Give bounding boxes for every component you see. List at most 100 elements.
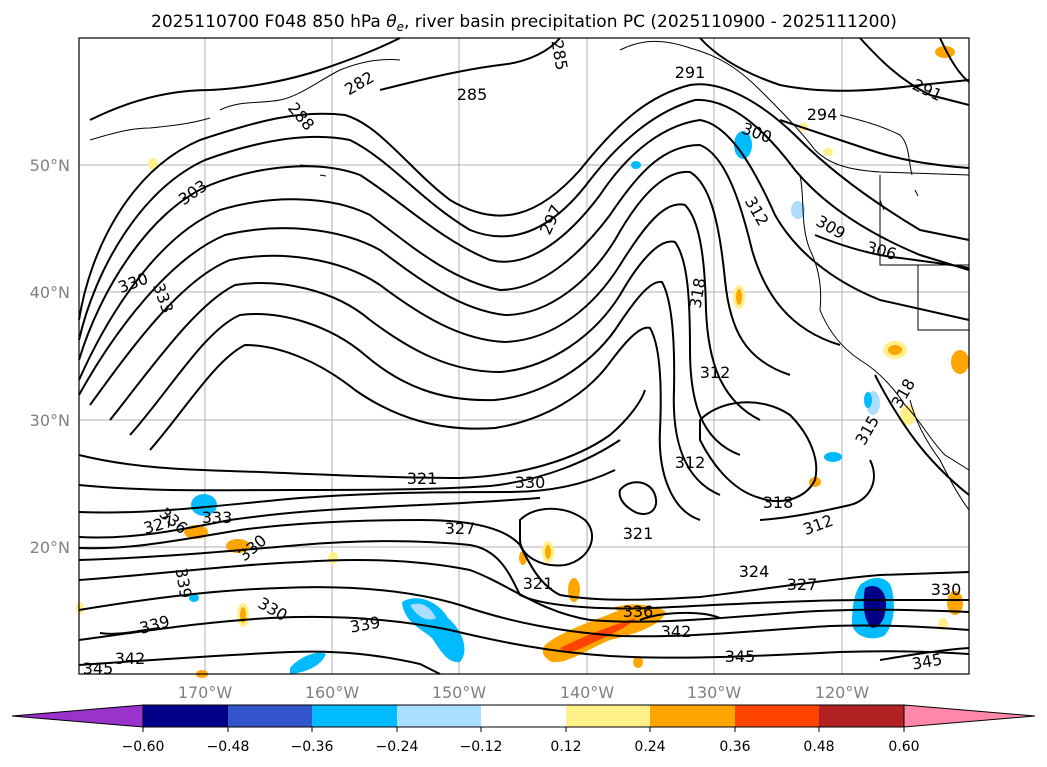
contour-line	[618, 481, 658, 515]
contour-label: 345	[83, 659, 114, 678]
lon-label: 150°W	[432, 683, 487, 702]
theta-e-contours	[78, 37, 970, 675]
precip-patch	[631, 161, 641, 169]
contour-label: 321	[407, 469, 438, 488]
lat-label: 20°N	[30, 538, 70, 557]
lat-label: 30°N	[30, 411, 70, 430]
map-background	[79, 38, 969, 674]
contour-line	[78, 118, 970, 361]
contour-line	[78, 469, 616, 514]
precip-patch	[935, 46, 955, 58]
contour-label: 291	[675, 63, 706, 82]
precip-patch	[76, 602, 84, 614]
colorbar-frame	[142, 704, 905, 728]
coastline	[909, 399, 970, 511]
contour-line	[149, 326, 701, 521]
precip-patch	[191, 494, 217, 516]
colorbar-tick-label: −0.48	[207, 739, 250, 755]
precip-patch	[947, 591, 963, 615]
contour-label: 330	[931, 580, 962, 599]
precip-patch	[864, 392, 872, 408]
colorbar-under-triangle	[11, 704, 144, 728]
colorbar-segment	[819, 705, 904, 727]
lat-label: 50°N	[30, 156, 70, 175]
contour-line	[759, 459, 875, 521]
longitude-labels: 170°W 160°W 150°W 140°W 130°W 120°W	[178, 683, 870, 702]
lon-label: 130°W	[687, 683, 742, 702]
lat-label: 40°N	[30, 283, 70, 302]
contour-line	[78, 559, 970, 623]
precip-patch	[734, 131, 752, 159]
precip-patch	[736, 289, 742, 305]
colorbar-tick-label: −0.12	[460, 739, 503, 755]
precip-patch	[938, 618, 948, 630]
precip-patch	[328, 552, 338, 564]
colorbar-segment	[228, 705, 312, 727]
contour-line	[78, 586, 970, 638]
coastline	[219, 59, 401, 111]
precip-patch	[545, 545, 551, 559]
contour-line	[109, 240, 741, 456]
contour-line	[99, 627, 161, 635]
border	[917, 265, 969, 331]
contour-line	[78, 540, 969, 610]
contour-label: 318	[763, 493, 794, 512]
contour-line	[78, 143, 841, 381]
colorbar-segment	[312, 705, 397, 727]
contour-line	[78, 615, 970, 659]
coastline	[799, 174, 970, 471]
border	[839, 114, 913, 176]
contour-line	[78, 98, 970, 341]
colorbar-segment	[397, 705, 481, 727]
coastline	[89, 117, 211, 141]
contour-line	[78, 389, 646, 480]
colorbar-tick-label: 0.60	[888, 739, 919, 755]
contour-label: 345	[725, 647, 756, 666]
contour-line	[519, 507, 594, 567]
contour-line	[78, 650, 441, 675]
colorbar-tick-label: −0.24	[376, 739, 419, 755]
contour-line	[939, 37, 970, 83]
contour-label: 321	[623, 524, 654, 543]
contour-line	[78, 497, 541, 539]
lon-label: 160°W	[305, 683, 360, 702]
colorbar-tick-label: 0.12	[550, 739, 581, 755]
contour-label: 330	[515, 473, 546, 492]
colorbar: −0.60 −0.48 −0.36 −0.24 −0.12 0.12 0.24 …	[11, 704, 1036, 755]
contour-label: 333	[202, 508, 233, 527]
contour-label: 294	[807, 105, 838, 124]
contour-line	[78, 83, 970, 321]
lon-label: 170°W	[178, 683, 233, 702]
precip-patch	[633, 656, 643, 668]
latitude-labels: 50°N 40°N 30°N 20°N	[30, 156, 70, 557]
contour-line	[874, 374, 970, 496]
colorbar-over-triangle	[903, 704, 1036, 728]
contour-line	[814, 234, 970, 269]
contour-labels: 285 285 282 288 291 291 294 300 303 297 …	[83, 38, 962, 678]
lon-label: 140°W	[560, 683, 615, 702]
precip-patch	[290, 652, 326, 674]
contour-line	[639, 611, 721, 621]
contour-line	[78, 439, 621, 492]
contour-line	[859, 37, 970, 106]
contour-label: 285	[457, 85, 488, 104]
contour-line	[379, 37, 561, 91]
colorbar-tick-label: 0.48	[803, 739, 834, 755]
figure-title: 2025110700 F048 850 hPa θe, river basin …	[151, 12, 897, 34]
lon-label: 120°W	[815, 683, 870, 702]
coastline	[619, 40, 970, 176]
precip-patch	[863, 585, 886, 628]
precip-patch	[824, 452, 842, 462]
contour-line	[699, 401, 818, 502]
precip-patch	[888, 345, 902, 355]
colorbar-tick-label: 0.24	[634, 739, 665, 755]
contour-label: 342	[661, 622, 692, 641]
contour-line	[879, 647, 970, 661]
precip-patch	[791, 201, 805, 219]
colorbar-segment	[566, 705, 650, 727]
contour-label: 321	[523, 574, 554, 593]
colorbar-tick-label: −0.36	[291, 739, 334, 755]
contour-line	[699, 37, 970, 92]
contour-line	[89, 203, 761, 421]
